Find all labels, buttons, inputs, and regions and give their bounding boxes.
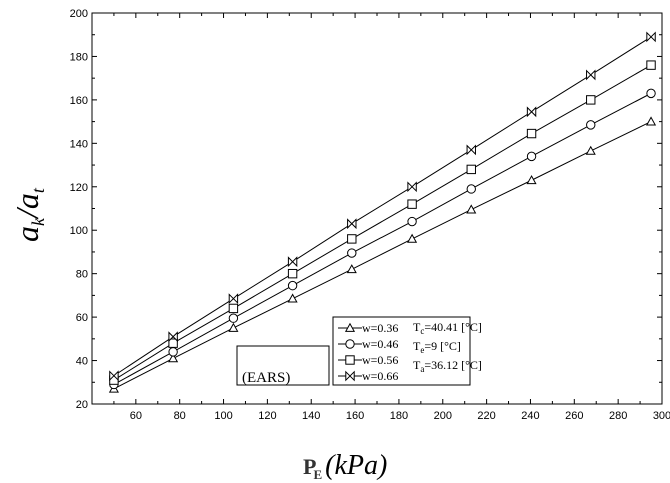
series-w=0.66 — [109, 31, 656, 382]
data-point — [586, 120, 596, 130]
data-point — [586, 95, 596, 105]
legend-marker — [344, 322, 356, 332]
y-tick-label: 80 — [76, 269, 88, 281]
x-tick-label: 120 — [258, 410, 276, 422]
x-tick-label: 280 — [609, 410, 627, 422]
data-point — [526, 128, 537, 139]
data-point — [526, 106, 537, 118]
conditions-annotation: Tc=40.41 [°C] Te=9 [°C] Ta=36.12 [°C] — [413, 320, 482, 374]
series-line — [113, 121, 652, 390]
data-point — [168, 331, 178, 343]
series-w=0.56 — [109, 60, 656, 385]
condition-e: Te=9 [°C] — [413, 339, 461, 355]
system-label-box — [236, 345, 330, 386]
data-point — [347, 218, 357, 230]
x-tick-label: 260 — [565, 410, 583, 422]
data-point — [585, 145, 596, 155]
x-tick-label: 160 — [346, 410, 364, 422]
legend-marker — [345, 339, 355, 349]
data-point — [287, 256, 298, 268]
legend-marker — [345, 370, 355, 382]
x-tick-label: 60 — [130, 410, 142, 422]
x-axis-label: PE (kPa) — [303, 450, 387, 482]
legend-label: w=0.36 — [362, 321, 398, 335]
data-point — [645, 116, 657, 126]
series-line — [113, 36, 652, 377]
y-tick-label: 120 — [70, 182, 88, 194]
series-line — [113, 64, 652, 381]
data-point — [287, 268, 298, 279]
y-tick-label: 140 — [70, 138, 88, 150]
y-tick-label: 200 — [70, 8, 88, 20]
data-point — [526, 151, 537, 162]
data-point — [466, 204, 477, 214]
data-point — [646, 31, 656, 43]
data-point — [407, 233, 418, 243]
x-tick-label: 140 — [302, 410, 320, 422]
data-point — [168, 338, 178, 348]
legend: w=0.36 w=0.46 w=0.56 w=0.66 — [338, 321, 398, 383]
y-tick-label: 60 — [76, 312, 88, 324]
tick-labels: 60 80 100 120 140 160 180 200 220 240 260 280 300 20 4… — [70, 8, 670, 422]
series-layer — [108, 31, 657, 393]
data-point — [466, 184, 476, 194]
legend-box — [332, 316, 471, 386]
data-point — [646, 88, 656, 99]
data-point — [347, 234, 357, 244]
data-point — [646, 60, 656, 70]
y-tick-label: 20 — [76, 399, 88, 411]
data-point — [228, 313, 239, 323]
series-line — [113, 92, 652, 385]
data-point — [586, 69, 596, 81]
y-tick-label: 160 — [70, 95, 88, 107]
x-tick-label: 80 — [174, 410, 186, 422]
legend-label: w=0.56 — [362, 353, 398, 367]
data-point — [228, 303, 239, 314]
data-point — [109, 370, 119, 382]
x-tick-label: 240 — [521, 410, 539, 422]
data-point — [347, 248, 357, 258]
plot-area — [91, 12, 663, 405]
y-tick-label: 40 — [76, 356, 88, 368]
data-point — [346, 264, 357, 274]
data-point — [407, 181, 417, 193]
data-point — [407, 199, 417, 209]
legend-marker — [345, 355, 355, 365]
data-point — [287, 293, 298, 303]
legend-label: w=0.66 — [362, 369, 398, 383]
data-point — [466, 164, 476, 175]
condition-a: Ta=36.12 [°C] — [413, 358, 482, 374]
data-point — [168, 347, 178, 357]
x-tick-label: 220 — [477, 410, 495, 422]
series-w=0.46 — [109, 88, 656, 390]
x-tick-label: 180 — [390, 410, 408, 422]
x-tick-label: 300 — [653, 410, 670, 422]
data-point — [228, 293, 239, 305]
data-point — [407, 216, 417, 227]
x-tick-label: 200 — [434, 410, 452, 422]
data-point — [228, 322, 239, 332]
y-tick-label: 180 — [70, 51, 88, 63]
series-w=0.36 — [108, 116, 657, 393]
x-tick-label: 100 — [214, 410, 232, 422]
y-axis-label: ak/at — [9, 187, 48, 242]
condition-c: Tc=40.41 [°C] — [413, 320, 482, 336]
legend-label: w=0.46 — [362, 337, 398, 351]
data-point — [287, 280, 298, 291]
system-label: (EARS) — [242, 370, 290, 386]
data-point — [168, 353, 179, 363]
data-point — [466, 144, 476, 156]
y-tick-label: 100 — [70, 225, 88, 237]
data-point — [526, 175, 537, 185]
